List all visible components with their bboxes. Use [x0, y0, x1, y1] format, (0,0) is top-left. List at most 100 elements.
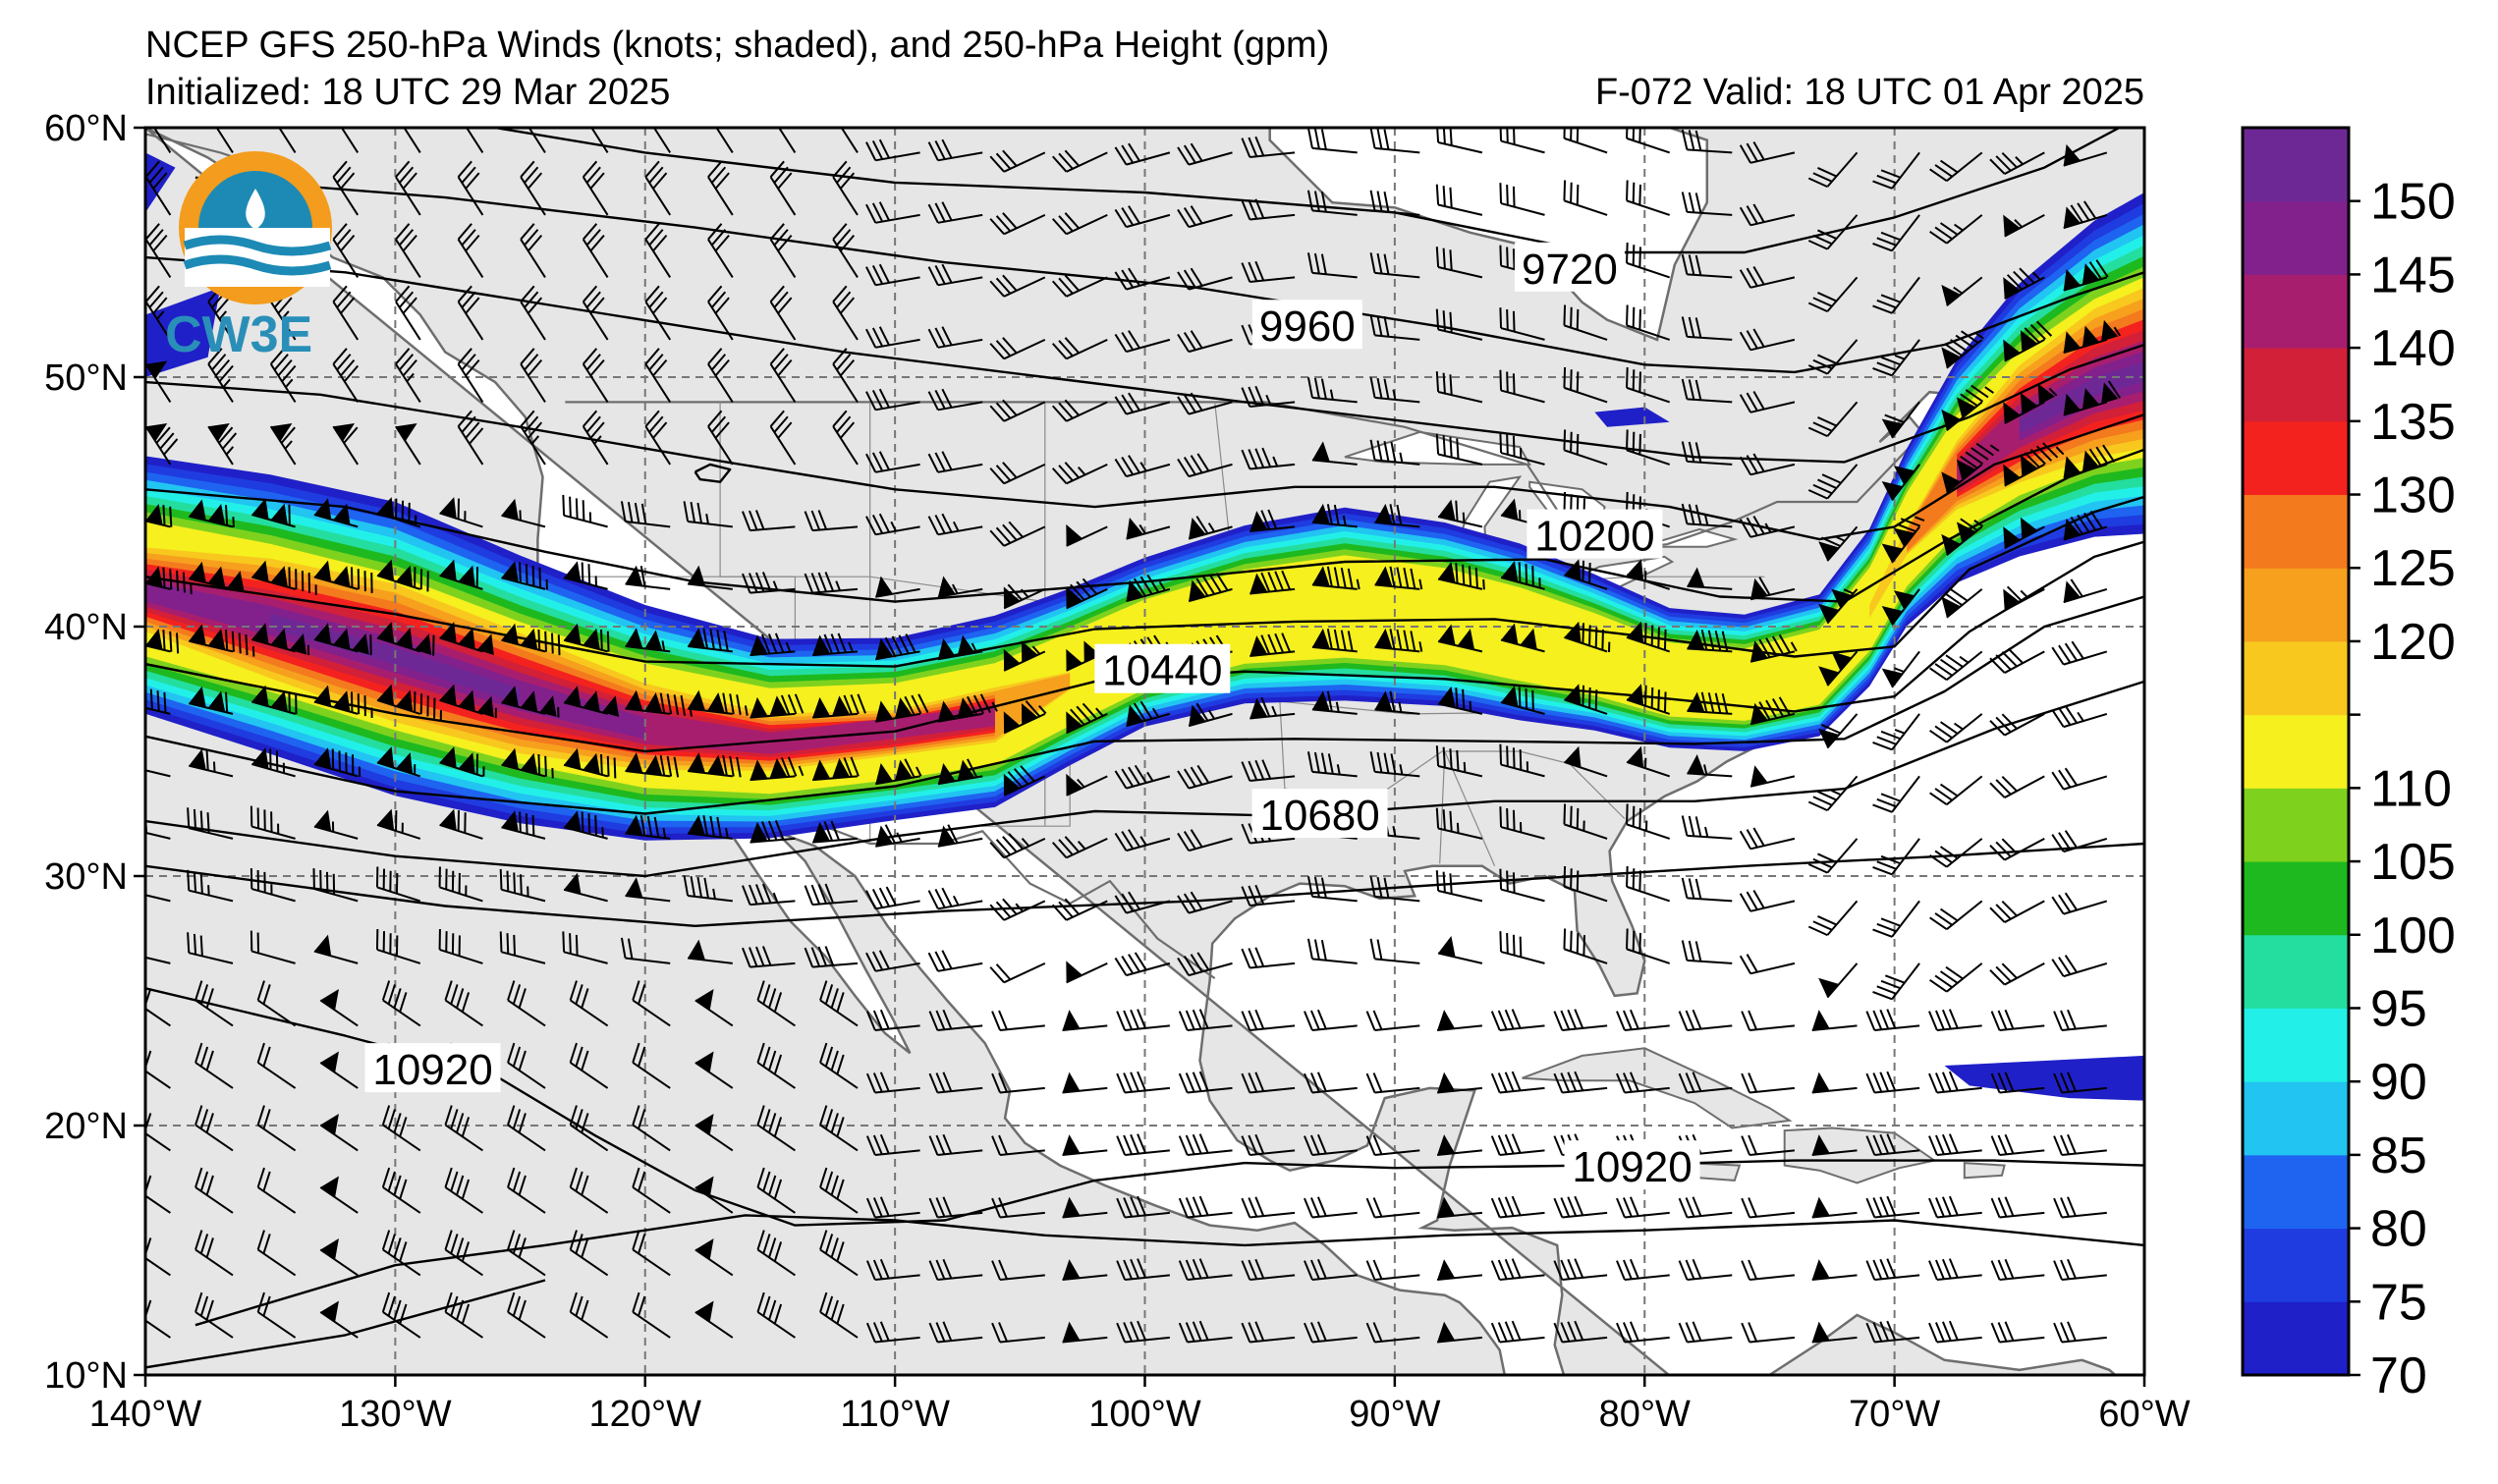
- wind-barb-full: [898, 634, 910, 654]
- wind-barb-shaft: [1874, 1211, 1920, 1219]
- wind-barb-flag: [749, 821, 768, 843]
- wind-barb: [2053, 1072, 2107, 1094]
- wind-barb-full: [225, 630, 229, 651]
- wind-barb-full: [1506, 308, 1509, 330]
- wind-barb: [256, 1105, 297, 1152]
- wind-barb-full: [465, 234, 480, 252]
- wind-barb: [1553, 1258, 1608, 1281]
- wind-barb-full: [1752, 827, 1765, 847]
- wind-barb-full: [382, 931, 386, 953]
- wind-barb: [1749, 633, 1798, 663]
- wind-barb-shaft: [1437, 765, 1483, 778]
- wind-barb-flag: [1311, 503, 1330, 524]
- wind-barb: [1741, 1072, 1795, 1094]
- wind-barb-full: [2051, 896, 2065, 915]
- wind-barb-shaft: [1374, 1274, 1420, 1281]
- wind-barb-full: [830, 988, 839, 1009]
- wind-barb: [563, 686, 620, 717]
- wind-barb-shaft: [999, 1086, 1045, 1094]
- wind-barb-full: [295, 693, 298, 715]
- wind-barb-full: [817, 510, 828, 530]
- wind-barb-full: [1681, 877, 1689, 899]
- wind-barb: [644, 128, 672, 153]
- wind-barb: [1241, 447, 1296, 470]
- wind-barb-half: [494, 707, 497, 719]
- wind-barb-full: [646, 815, 653, 837]
- wind-barb-shaft: [1874, 1274, 1920, 1281]
- wind-barb-full: [1681, 129, 1689, 150]
- wind-barb: [1563, 803, 1608, 840]
- wind-barb-full: [771, 105, 791, 121]
- wind-barb: [1306, 377, 1358, 404]
- wind-barb: [1369, 938, 1420, 964]
- wind-barb-full: [648, 291, 664, 308]
- wind-barb-flag: [313, 747, 332, 769]
- wind-barb: [1051, 462, 1108, 485]
- wind-barb-full: [2095, 446, 2109, 466]
- wind-barb-shaft: [1500, 327, 1545, 341]
- wind-barb-shaft: [1891, 713, 1920, 750]
- wind-barb-full: [199, 984, 209, 1005]
- wind-barb: [1490, 1071, 1545, 1094]
- wind-barb-full: [557, 634, 561, 656]
- wind-barb: [832, 160, 859, 216]
- wind-barb-full: [1320, 129, 1327, 150]
- wind-barb: [444, 1167, 483, 1214]
- wind-barb-full: [1995, 965, 2012, 982]
- wind-barb-full: [1512, 128, 1516, 145]
- wind-barb-full: [768, 1299, 777, 1321]
- wind-barb: [1881, 588, 1920, 626]
- wind-barb-full: [262, 984, 271, 1005]
- wind-barb-half: [285, 378, 294, 388]
- wind-barb-shaft: [1187, 1274, 1233, 1281]
- wind-barb: [1003, 583, 1046, 610]
- wind-barb-full: [1306, 377, 1313, 399]
- wind-barb-full: [1570, 306, 1573, 328]
- wind-barb-flag: [1750, 577, 1768, 600]
- wind-barb-full: [1997, 1134, 2008, 1155]
- wind-barb-shaft: [937, 1024, 983, 1031]
- wind-barb-flag: [1021, 640, 1038, 663]
- wind-barb-full: [519, 562, 522, 583]
- wind-barb-full: [1369, 751, 1376, 773]
- wind-barb-shaft: [1066, 401, 1108, 422]
- wind-barb-full: [928, 1260, 939, 1281]
- wind-barb: [1177, 952, 1233, 977]
- wind-barb: [632, 1292, 671, 1339]
- wind-barb: [1678, 1072, 1733, 1094]
- wind-barb-full: [1051, 405, 1068, 422]
- wind-barb-full: [871, 389, 884, 410]
- wind-barb-shaft: [1003, 338, 1046, 360]
- wind-barb: [819, 1105, 859, 1152]
- wind-barb-full: [585, 354, 601, 371]
- wind-barb-shaft: [444, 1124, 483, 1152]
- wind-barb-shaft: [812, 900, 859, 907]
- wind-barb-full: [885, 886, 897, 907]
- wind-barb-full: [773, 1054, 783, 1075]
- wind-barb-full: [280, 426, 296, 444]
- wind-barb-shaft: [819, 1186, 859, 1214]
- wind-barb-shaft: [1749, 1274, 1795, 1281]
- wind-barb-full: [824, 1234, 834, 1254]
- wind-barb-full: [1313, 751, 1320, 773]
- wind-barb-flag: [1189, 704, 1206, 727]
- colorbar-labels: 7075808590951001051101201251301351401451…: [2349, 174, 2456, 1404]
- wind-barb-shaft: [1891, 339, 1920, 376]
- wind-barb-full: [1632, 182, 1636, 203]
- wind-barb-full: [1928, 1322, 1938, 1343]
- wind-barb-full: [1196, 764, 1210, 784]
- wind-barb-full: [312, 868, 315, 890]
- wind-barb: [694, 1113, 734, 1152]
- wind-barb-shaft: [1437, 203, 1483, 216]
- wind-barb-full: [1739, 955, 1751, 974]
- wind-barb-full: [1623, 1322, 1633, 1343]
- wind-barb-full: [456, 1299, 465, 1321]
- wind-barb-full: [438, 866, 441, 888]
- wind-barb: [520, 410, 546, 466]
- wind-barb-shaft: [1687, 522, 1733, 528]
- wind-barb-flag: [1311, 441, 1330, 463]
- wind-barb-full: [1185, 1134, 1195, 1155]
- wind-barb-full: [652, 421, 668, 439]
- wind-barb-full: [927, 203, 939, 224]
